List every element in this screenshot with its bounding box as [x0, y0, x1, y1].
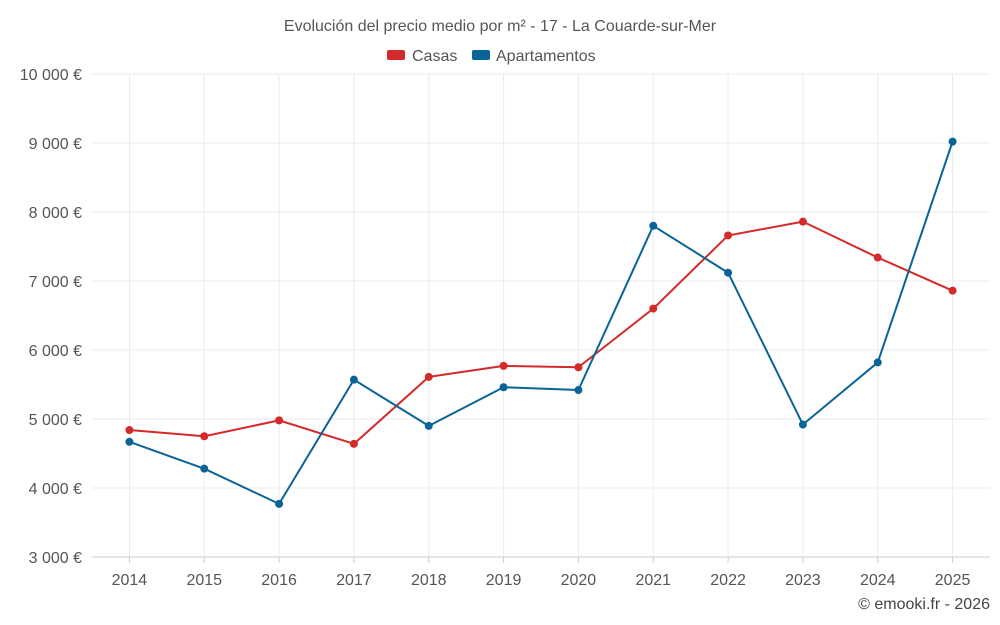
legend-swatch-casas: [387, 50, 405, 60]
series-line-apartamentos: [129, 141, 954, 505]
legend-label-apartamentos[interactable]: Apartamentos: [496, 48, 596, 65]
y-tick-label: 4 000 €: [29, 481, 82, 498]
axes: 3 000 € 4 000 € 5 000 € 6 000 € 7 000 € 8 000…: [20, 67, 971, 589]
grid: [92, 73, 990, 558]
y-tick-label: 5 000 €: [29, 412, 82, 429]
x-tick-label: 2017: [336, 572, 372, 589]
data-point-apartamentos[interactable]: [649, 221, 658, 230]
data-point-apartamentos[interactable]: [200, 464, 209, 473]
data-point-casas[interactable]: [349, 439, 358, 448]
y-tick-label: 6 000 €: [29, 343, 82, 360]
data-point-apartamentos[interactable]: [948, 137, 957, 146]
data-point-casas[interactable]: [574, 363, 583, 372]
data-point-casas[interactable]: [649, 304, 658, 313]
x-tick-label: 2022: [710, 572, 746, 589]
x-tick-label: 2019: [486, 572, 522, 589]
data-point-casas[interactable]: [275, 416, 284, 425]
data-point-apartamentos[interactable]: [798, 420, 807, 429]
x-tick-label: 2024: [860, 572, 896, 589]
x-tick-label: 2021: [635, 572, 671, 589]
data-point-apartamentos[interactable]: [574, 386, 583, 395]
x-tick-label: 2018: [411, 572, 447, 589]
y-tick-label: 3 000 €: [29, 550, 82, 567]
data-point-casas[interactable]: [125, 426, 134, 435]
x-tick-label: 2023: [785, 572, 821, 589]
data-point-casas[interactable]: [499, 361, 508, 370]
x-tick-label: 2014: [112, 572, 148, 589]
data-point-casas[interactable]: [724, 231, 733, 240]
data-point-casas[interactable]: [200, 432, 209, 441]
legend-swatch-apartamentos: [472, 50, 490, 60]
data-point-apartamentos[interactable]: [275, 499, 284, 508]
x-tick-label: 2020: [561, 572, 597, 589]
y-tick-label: 8 000 €: [29, 205, 82, 222]
data-point-casas[interactable]: [424, 372, 433, 381]
data-point-casas[interactable]: [873, 253, 882, 262]
series-layer: [125, 137, 957, 508]
series-line-casas: [129, 220, 953, 445]
data-point-apartamentos[interactable]: [499, 383, 508, 392]
data-point-apartamentos[interactable]: [724, 268, 733, 277]
data-point-apartamentos[interactable]: [349, 375, 358, 384]
credit-text: © emooki.fr - 2026: [858, 596, 990, 613]
y-tick-label: 9 000 €: [29, 136, 82, 153]
data-point-casas[interactable]: [948, 286, 957, 295]
x-tick-label: 2015: [186, 572, 222, 589]
y-tick-label: 7 000 €: [29, 274, 82, 291]
chart-title: Evolución del precio medio por m² - 17 -…: [284, 18, 717, 35]
data-point-apartamentos[interactable]: [125, 437, 134, 446]
legend: Casas Apartamentos: [387, 48, 596, 65]
legend-label-casas[interactable]: Casas: [412, 48, 457, 65]
x-tick-label: 2016: [261, 572, 297, 589]
x-tick-label: 2025: [935, 572, 971, 589]
data-point-casas[interactable]: [798, 217, 807, 226]
data-point-apartamentos[interactable]: [424, 421, 433, 430]
data-point-apartamentos[interactable]: [873, 358, 882, 367]
y-tick-label: 10 000 €: [20, 67, 82, 84]
